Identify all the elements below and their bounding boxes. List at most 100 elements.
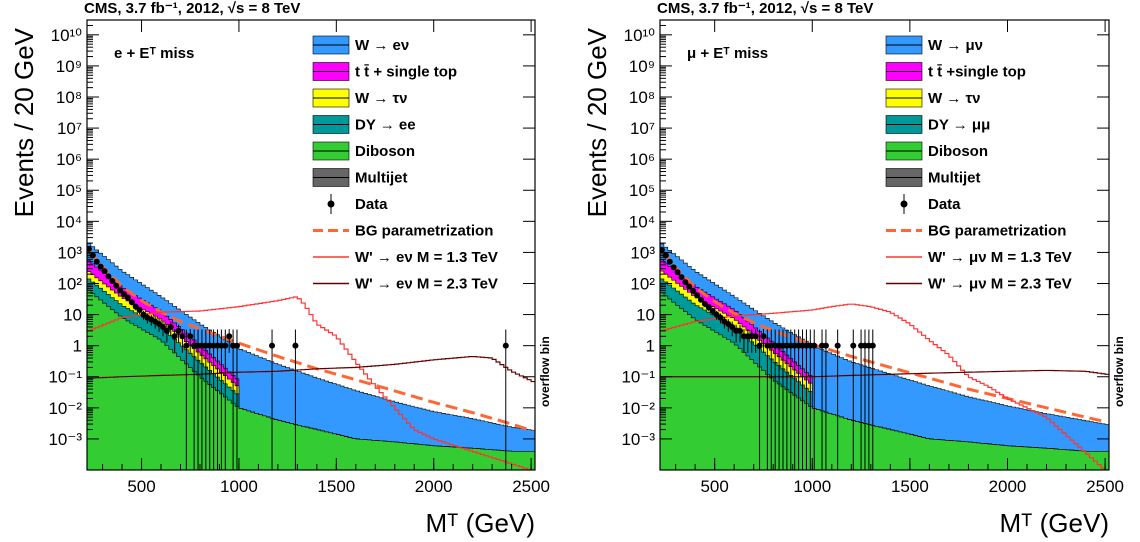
y-tick-label: 10⁹: [629, 57, 655, 76]
y-axis-label: Events / 20 GeV: [9, 27, 39, 217]
plot-area: [660, 243, 1109, 470]
data-point: [660, 246, 665, 253]
data-point: [869, 342, 876, 349]
legend-label: Data: [355, 196, 388, 213]
y-tick-label: 10⁴: [629, 212, 655, 231]
data-point: [132, 303, 139, 310]
y-tick-label: 10⁸: [629, 88, 655, 107]
data-point: [269, 342, 276, 349]
data-point: [756, 342, 763, 349]
data-point: [834, 342, 841, 349]
x-tick-label: 2000: [415, 477, 453, 496]
data-point: [760, 333, 767, 340]
y-tick-label: 10⁻²: [621, 399, 655, 418]
plot-frame: [86, 19, 536, 471]
x-tick-label: 2000: [989, 477, 1027, 496]
y-tick-label: 10⁶: [629, 150, 655, 169]
y-tick-label: 10⁹: [56, 57, 82, 76]
data-point: [124, 294, 131, 301]
data-point: [136, 307, 143, 314]
data-point: [159, 323, 166, 330]
data-point: [292, 342, 299, 349]
x-tick-label: 1000: [220, 477, 258, 496]
y-tick-label: 10⁶: [56, 150, 82, 169]
bg-parametrization-curve: [660, 249, 1108, 424]
y-tick-label: 1: [73, 337, 82, 356]
chart-panel-0: 500 1000 1500 2000 2500 10⁻³ 10⁻² 10⁻¹ 1 10 10² 10³…: [9, 0, 552, 538]
y-tick-label: 10³: [630, 243, 655, 262]
signal-curve-2: [87, 356, 535, 383]
data-point: [233, 342, 240, 349]
legend-data-marker: [900, 200, 908, 208]
y-tick-label: 10⁻¹: [48, 368, 82, 387]
data-point: [694, 292, 701, 299]
legend-label: W → τν: [355, 90, 408, 107]
legend-label: W → μν: [928, 37, 983, 54]
data-point: [686, 283, 693, 290]
y-tick-label: 1: [646, 337, 655, 356]
legend-label: Multijet: [355, 170, 408, 187]
data-point: [171, 333, 178, 340]
data-point: [690, 287, 697, 294]
legend-label: W → eν: [355, 37, 409, 54]
y-tick-label: 10: [63, 306, 82, 325]
chart-title: CMS, 3.7 fb⁻¹, 2012, √s = 8 TeV: [657, 0, 873, 17]
y-tick-label: 10⁻³: [48, 430, 82, 449]
channel-label: e + Eᵀ miss: [114, 45, 194, 62]
legend-label: W' → eν M = 1.3 TeV: [355, 249, 498, 266]
channel-label: μ + Eᵀ miss: [687, 45, 768, 62]
legend-label: Diboson: [355, 143, 415, 160]
data-point: [709, 308, 716, 315]
stack-diboson: [660, 292, 1109, 470]
x-axis-label: Mᵀ (GeV): [426, 508, 535, 538]
data-point: [705, 304, 712, 311]
legend-label: DY → ee: [355, 117, 416, 134]
y-tick-label: 10²: [57, 274, 82, 293]
data-point: [682, 279, 689, 286]
plot-area: [87, 243, 535, 470]
data-point: [678, 274, 685, 281]
data-point: [737, 327, 744, 334]
data-point: [121, 291, 128, 298]
legend-label: W' → eν M = 2.3 TeV: [355, 276, 498, 293]
data-point: [752, 333, 759, 340]
bg-parametrization-curve: [87, 249, 534, 433]
data-point: [109, 278, 116, 285]
y-tick-label: 10¹⁰: [51, 26, 83, 45]
legend-label: Data: [928, 196, 961, 213]
data-point: [167, 323, 174, 330]
data-point: [674, 269, 681, 276]
data-point: [226, 333, 233, 340]
data-point: [187, 333, 194, 340]
plot-frame: [659, 19, 1110, 471]
x-tick-label: 1500: [891, 477, 929, 496]
data-point: [97, 263, 104, 270]
legend-label: BG parametrization: [355, 223, 493, 240]
y-tick-label: 10⁷: [630, 119, 655, 138]
x-tick-label: 500: [700, 477, 728, 496]
data-point: [670, 264, 677, 271]
y-tick-label: 10³: [57, 243, 82, 262]
legend-label: W' → μν M = 1.3 TeV: [928, 249, 1072, 266]
data-point: [183, 342, 190, 349]
x-tick-label: 2500: [512, 477, 550, 496]
signal-curve-1: [87, 296, 535, 470]
y-tick-label: 10⁸: [56, 88, 82, 107]
data-point: [179, 333, 186, 340]
data-point: [113, 282, 120, 289]
data-point: [666, 258, 673, 265]
y-tick-label: 10⁻³: [621, 430, 655, 449]
signal-curve-2: [660, 369, 1109, 378]
y-tick-label: 10⁷: [57, 119, 82, 138]
chart-panel-1: 500 1000 1500 2000 2500 10⁻³ 10⁻² 10⁻¹ 1 10 10² 10³…: [582, 0, 1126, 538]
data-point: [811, 342, 818, 349]
stack-diboson: [87, 290, 535, 470]
data-point: [163, 327, 170, 334]
x-tick-label: 2500: [1086, 477, 1124, 496]
data-point: [222, 342, 229, 349]
y-tick-label: 10: [636, 306, 655, 325]
y-tick-label: 10²: [630, 274, 655, 293]
data-point: [502, 342, 509, 349]
legend-label: t t̄ + single top: [355, 63, 457, 80]
